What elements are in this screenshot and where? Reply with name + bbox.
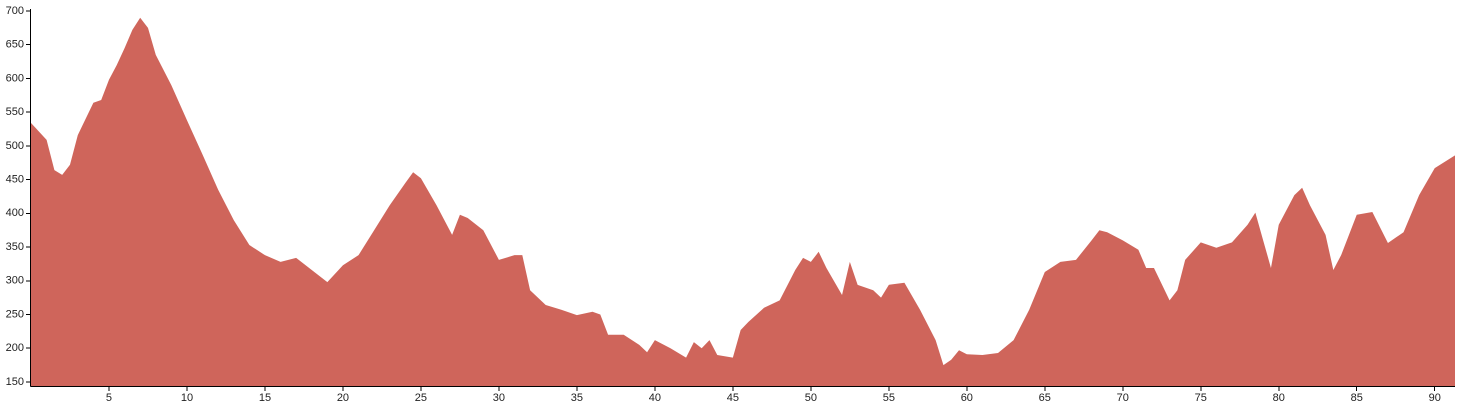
y-tick-label: 650 — [6, 39, 24, 51]
y-tick-label: 700 — [6, 5, 24, 17]
y-tick-label: 450 — [6, 174, 24, 186]
x-tick-label: 90 — [1429, 392, 1441, 404]
x-tick-label: 50 — [805, 392, 817, 404]
y-tick-label: 250 — [6, 308, 24, 320]
x-tick-label: 25 — [415, 392, 427, 404]
y-tick-label: 200 — [6, 342, 24, 354]
area — [31, 17, 1455, 387]
x-tick-label: 60 — [961, 392, 973, 404]
y-tick-label: 150 — [6, 376, 24, 388]
y-tick-label: 300 — [6, 275, 24, 287]
x-tick-label: 85 — [1351, 392, 1363, 404]
y-tick-label: 400 — [6, 207, 24, 219]
x-tick-label: 80 — [1273, 392, 1285, 404]
y-tick-label: 500 — [6, 140, 24, 152]
y-tick-label: 550 — [6, 106, 24, 118]
x-tick-label: 70 — [1117, 392, 1129, 404]
x-tick-label: 30 — [493, 392, 505, 404]
x-tick-label: 35 — [571, 392, 583, 404]
x-tick-label: 45 — [727, 392, 739, 404]
y-tick-label: 350 — [6, 241, 24, 253]
x-tick-label: 65 — [1039, 392, 1051, 404]
x-tick-label: 55 — [883, 392, 895, 404]
x-tick-label: 10 — [181, 392, 193, 404]
x-tick-label: 15 — [259, 392, 271, 404]
y-tick-label: 600 — [6, 72, 24, 84]
x-tick-label: 75 — [1195, 392, 1207, 404]
x-tick-label: 40 — [649, 392, 661, 404]
x-tick-label: 5 — [106, 392, 112, 404]
x-tick-label: 20 — [337, 392, 349, 404]
